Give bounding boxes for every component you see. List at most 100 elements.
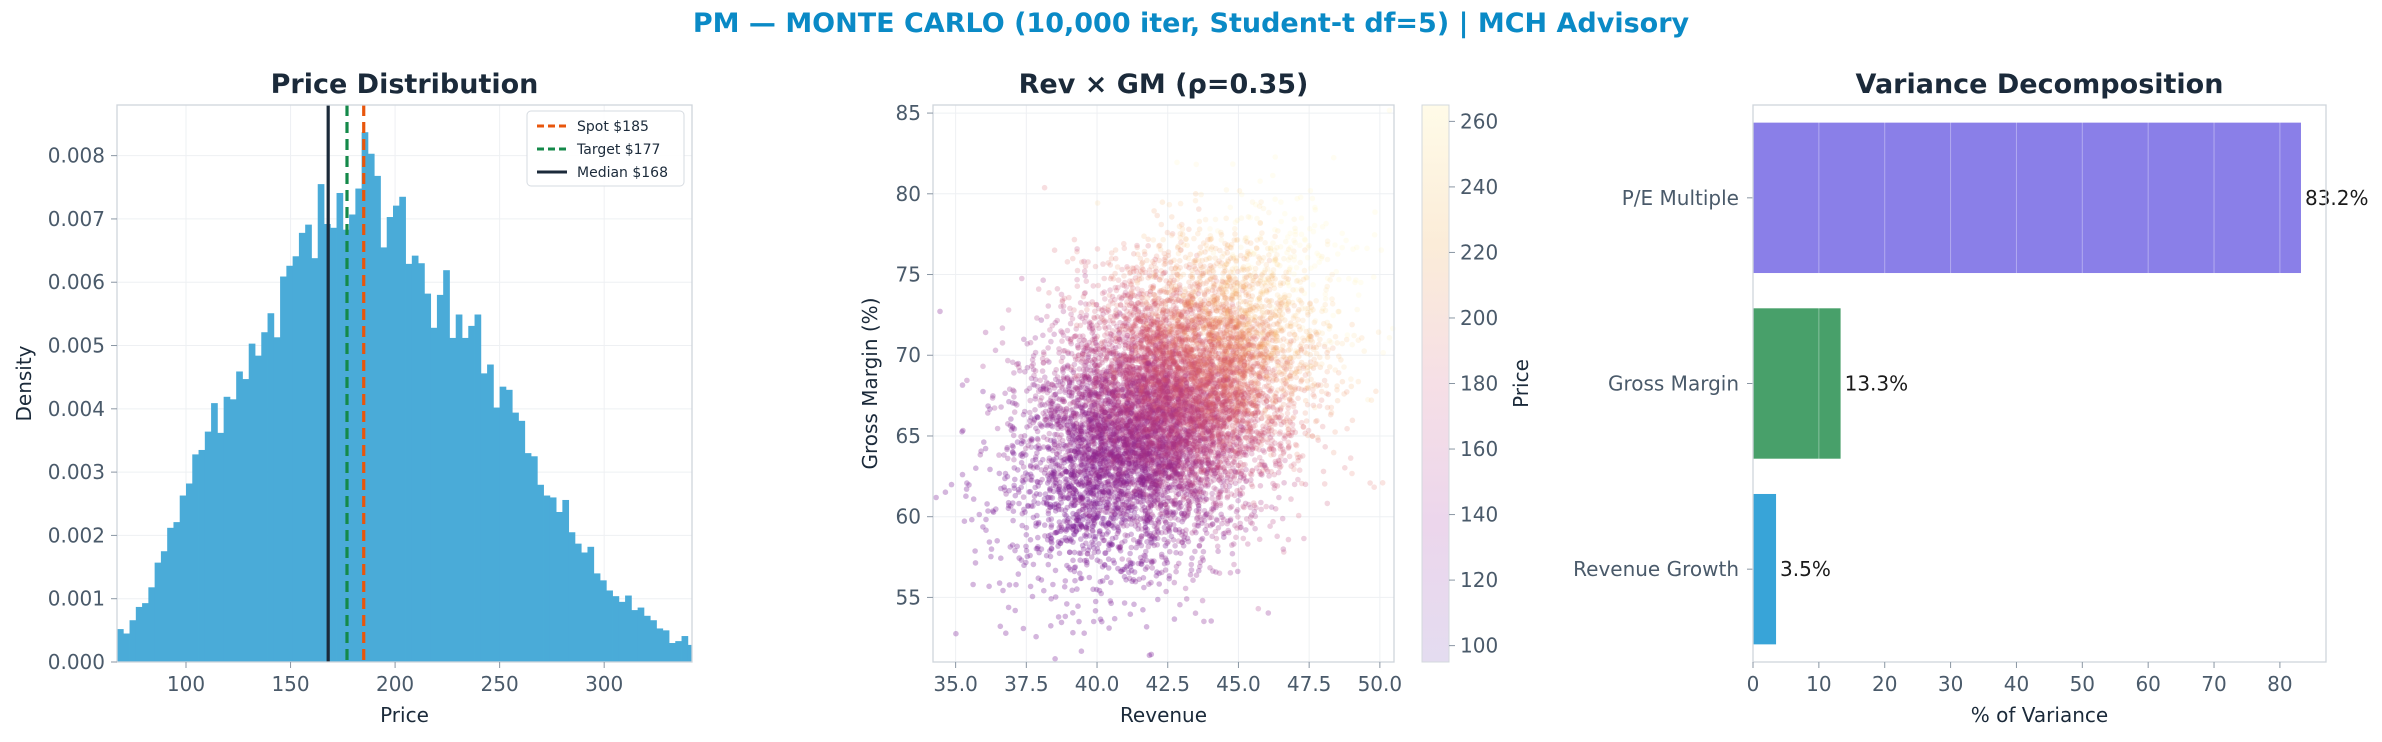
scatter-point: [1164, 389, 1170, 396]
histogram-bar: [556, 511, 563, 662]
scatter-point: [1077, 508, 1083, 514]
scatter-point: [1028, 363, 1035, 370]
scatter-point: [1123, 448, 1129, 454]
scatter-point: [1156, 581, 1162, 587]
scatter-point: [1323, 382, 1330, 389]
scatter-point: [1148, 307, 1154, 314]
scatter-point: [1218, 472, 1225, 479]
scatter-point: [1195, 416, 1202, 422]
scatter-point: [1098, 590, 1104, 597]
scatter-point: [1210, 324, 1216, 331]
scatter-point: [1375, 329, 1382, 336]
scatter-point: [1112, 417, 1118, 424]
scatter-point: [1257, 178, 1263, 184]
scatter-point: [973, 465, 979, 472]
scatter-point: [1297, 242, 1303, 249]
scatter-point: [1257, 291, 1264, 297]
scatter-point: [1282, 457, 1288, 464]
histogram-bar: [286, 265, 294, 662]
scatter-point: [1144, 407, 1151, 414]
scatter-point: [970, 496, 977, 502]
scatter-point: [1135, 385, 1142, 392]
histogram-bar: [505, 389, 513, 662]
scatter-point: [1048, 413, 1055, 419]
scatter-point: [1291, 481, 1298, 488]
scatter-point: [1148, 312, 1155, 319]
y-tick-label: 0.008: [48, 144, 105, 168]
scatter-point: [1029, 593, 1036, 600]
scatter-point: [1103, 531, 1110, 537]
scatter-point: [1138, 481, 1145, 488]
scatter-point: [1093, 417, 1100, 424]
scatter-point: [1232, 226, 1238, 232]
scatter-point: [1307, 308, 1314, 315]
scatter-point: [1144, 519, 1151, 525]
scatter-point: [1110, 381, 1117, 388]
scatter-point: [1279, 515, 1286, 522]
scatter-point: [1111, 401, 1117, 407]
scatter-point: [1062, 483, 1069, 489]
scatter-point: [1183, 439, 1190, 446]
scatter-point: [1240, 284, 1247, 290]
scatter-point: [1207, 388, 1214, 395]
scatter-point: [1227, 360, 1234, 366]
scatter-point: [1296, 385, 1302, 392]
scatter-point: [1030, 561, 1037, 568]
scatter-point: [1105, 565, 1112, 571]
plot-frame: [116, 104, 693, 663]
scatter-point: [1194, 450, 1201, 456]
histogram-bar: [236, 371, 243, 662]
scatter-point: [1147, 404, 1153, 411]
scatter-point: [999, 325, 1006, 331]
scatter-point: [1252, 457, 1258, 463]
scatter-point: [1078, 309, 1085, 316]
scatter-point: [1182, 585, 1189, 592]
histogram-bar: [336, 192, 344, 662]
scatter-point: [1137, 431, 1143, 438]
scatter-point: [1122, 315, 1128, 321]
scatter-point: [1277, 280, 1284, 286]
histogram-bar: [117, 629, 124, 662]
scatter-point: [1343, 336, 1350, 343]
histogram-bar: [355, 188, 363, 663]
x-tick-label: 200: [376, 672, 414, 696]
scatter-point: [1075, 435, 1081, 442]
scatter-point: [1296, 467, 1303, 474]
scatter-point: [1097, 578, 1104, 585]
scatter-point: [1312, 404, 1318, 411]
scatter-point: [1138, 410, 1145, 416]
scatter-point: [1159, 199, 1166, 205]
scatter-point: [1142, 473, 1149, 480]
histogram-bar: [393, 205, 400, 662]
scatter-point: [1283, 382, 1290, 388]
histogram-bar: [380, 247, 388, 662]
scatter-point: [1173, 549, 1179, 556]
scatter-point: [1111, 615, 1118, 622]
scatter-point: [1019, 522, 1025, 529]
y-tick-label: 0.006: [48, 270, 105, 294]
scatter-point: [1161, 314, 1168, 320]
scatter-point: [1140, 607, 1146, 613]
scatter-point: [1203, 470, 1210, 476]
histogram-bar: [242, 379, 250, 662]
scatter-point: [1158, 475, 1165, 482]
scatter-point: [1314, 434, 1321, 441]
scatter-point: [1220, 279, 1226, 285]
scatter-point: [1347, 455, 1354, 461]
scatter-point: [1149, 565, 1155, 571]
scatter-point: [1226, 529, 1232, 536]
scatter-point: [1131, 494, 1138, 501]
histogram-bar: [455, 314, 463, 662]
scatter-point: [1148, 466, 1155, 472]
scatter-point: [1116, 367, 1122, 374]
scatter-point: [1157, 443, 1164, 450]
scatter-point: [1135, 416, 1141, 423]
scatter-point: [1139, 412, 1145, 419]
scatter-point: [1097, 616, 1104, 622]
histogram-bar: [493, 407, 501, 662]
scatter-point: [1193, 364, 1199, 371]
scatter-point: [1055, 614, 1062, 620]
scatter-point: [1033, 633, 1039, 640]
scatter-point: [1243, 366, 1249, 373]
scatter-point: [1286, 331, 1293, 338]
